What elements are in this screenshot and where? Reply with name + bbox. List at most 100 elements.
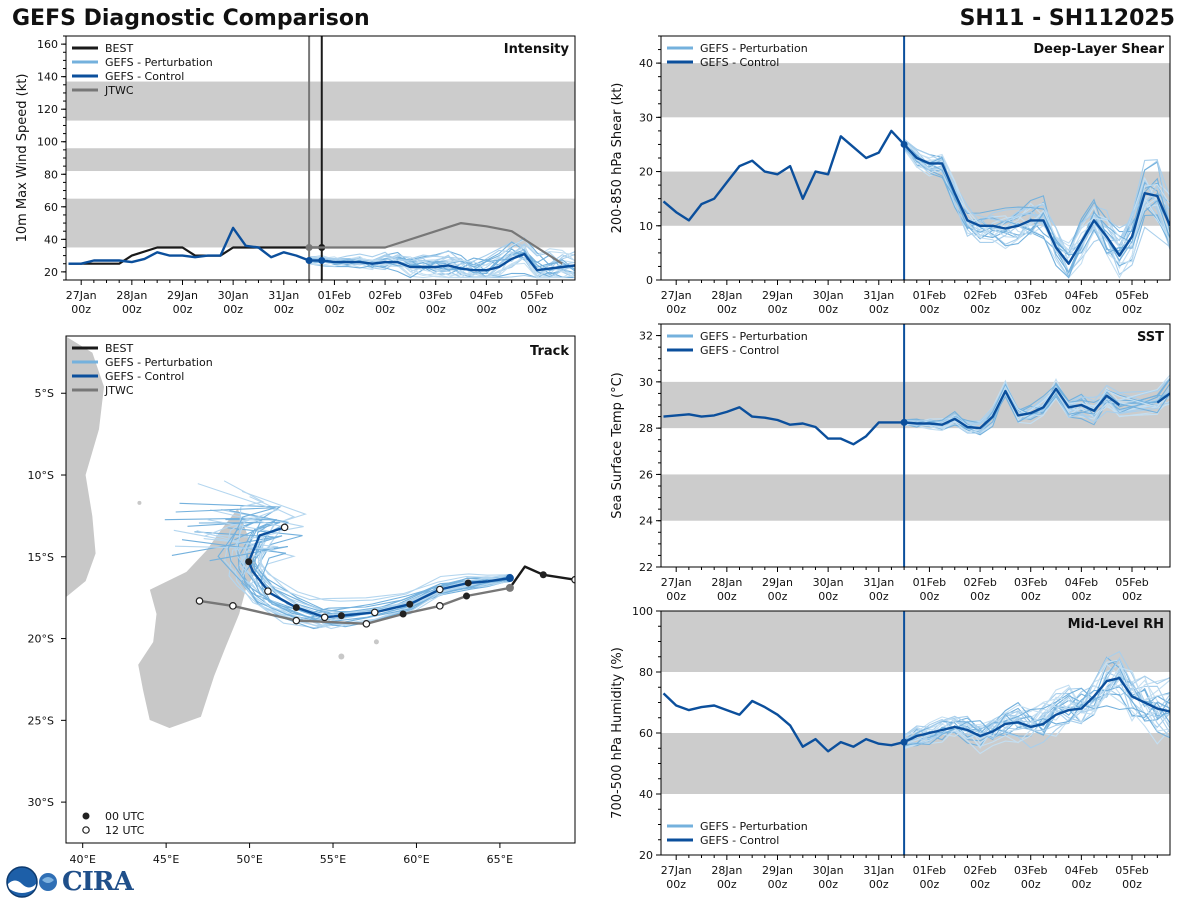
track-xtick-label: 45°E xyxy=(153,853,179,866)
sst-plot-area xyxy=(661,324,1170,567)
intensity-legend-label: BEST xyxy=(105,42,133,55)
track-00utc-marker xyxy=(337,612,345,620)
sst-panel-title: SST xyxy=(1137,330,1164,345)
africa-coast-landmass xyxy=(66,336,105,599)
legend-12utc-label: 12 UTC xyxy=(105,824,145,837)
intensity-ytick-label: 120 xyxy=(37,103,58,116)
intensity-xtick-date: 29Jan xyxy=(167,289,198,302)
shear-xtick-hour: 00z xyxy=(1071,303,1091,316)
cira-wordmark: CIRA xyxy=(62,867,134,897)
rh-plot-area xyxy=(661,611,1170,855)
rh-perturbation-line xyxy=(903,667,1170,745)
track-ytick-label: 10°S xyxy=(28,469,54,482)
shear-xtick-date: 28Jan xyxy=(711,289,742,302)
rh-xtick-hour: 00z xyxy=(818,878,838,891)
logo: CIRA xyxy=(6,866,134,898)
rh-xtick-hour: 00z xyxy=(1021,878,1041,891)
shear-xtick-date: 01Feb xyxy=(913,289,946,302)
track-frame xyxy=(65,335,576,844)
rh-ytick-label: 100 xyxy=(632,605,653,618)
rh-xtick-date: 01Feb xyxy=(913,864,946,877)
shear-xtick-hour: 00z xyxy=(818,303,838,316)
intensity-xtick-hour: 00z xyxy=(71,303,91,316)
rh-xtick-date: 31Jan xyxy=(863,864,894,877)
intensity-xtick-date: 28Jan xyxy=(116,289,147,302)
sst-perturbation-line xyxy=(903,391,1170,431)
sst-control-line xyxy=(663,387,1170,446)
sst-xtick-hour: 00z xyxy=(1071,590,1091,603)
intensity-xtick-date: 30Jan xyxy=(218,289,249,302)
intensity-control-line xyxy=(68,226,575,272)
intensity-legend-label: GEFS - Control xyxy=(105,70,184,83)
track-ytick-label: 15°S xyxy=(28,551,54,564)
rh-xtick-hour: 00z xyxy=(869,878,889,891)
track-legend-label: GEFS - Perturbation xyxy=(105,356,213,369)
shear-xtick-hour: 00z xyxy=(869,303,889,316)
track-12utc-marker xyxy=(229,602,237,610)
intensity-xtick-hour: 00z xyxy=(325,303,345,316)
rh-ytick-label: 80 xyxy=(639,666,653,679)
storm-id-title: SH11 - SH112025 xyxy=(959,6,1175,31)
rh-xtick-hour: 00z xyxy=(1122,878,1142,891)
sst-xtick-date: 01Feb xyxy=(913,576,946,589)
sst-xtick-hour: 00z xyxy=(1122,590,1142,603)
sst-xtick-date: 05Feb xyxy=(1115,576,1148,589)
rh-xtick-date: 29Jan xyxy=(762,864,793,877)
sst-perturbation-line xyxy=(904,388,1170,425)
intensity-xtick-hour: 00z xyxy=(426,303,446,316)
shear-perturbation-line xyxy=(903,138,1170,255)
rh-perturbation-line xyxy=(903,691,1170,755)
rh-xtick-hour: 00z xyxy=(666,878,686,891)
track-xtick-label: 65°E xyxy=(487,853,513,866)
track-12utc-marker xyxy=(370,608,379,617)
sst-xtick-hour: 00z xyxy=(920,590,940,603)
track-jtwc-start-marker xyxy=(505,583,514,592)
rh-xtick-hour: 00z xyxy=(717,878,737,891)
sst-ytick-label: 32 xyxy=(639,330,653,343)
track-map-area xyxy=(66,336,575,729)
track-00utc-marker xyxy=(464,579,472,587)
shear-xtick-hour: 00z xyxy=(717,303,737,316)
track-12utc-marker xyxy=(280,523,289,532)
track-00utc-marker xyxy=(292,603,300,611)
rh-band-1 xyxy=(661,611,1170,672)
intensity-xtick-date: 02Feb xyxy=(368,289,401,302)
shear-xtick-date: 27Jan xyxy=(661,289,692,302)
track-00utc-marker xyxy=(406,600,414,608)
intensity-best-line xyxy=(68,246,322,265)
shear-band-1 xyxy=(661,63,1170,118)
sst-legend-label: GEFS - Control xyxy=(700,344,779,357)
sst-ytick-label: 24 xyxy=(639,515,653,528)
shear-xtick-date: 05Feb xyxy=(1115,289,1148,302)
sst-panel: 22242628303227Jan00z28Jan00z29Jan00z30Ja… xyxy=(610,323,1171,603)
shear-xtick-date: 03Feb xyxy=(1014,289,1047,302)
rh-legend-label: GEFS - Control xyxy=(700,834,779,847)
rh-xtick-hour: 00z xyxy=(970,878,990,891)
intensity-band-0 xyxy=(66,198,575,248)
shear-panel: 01020304027Jan00z28Jan00z29Jan00z30Jan00… xyxy=(610,35,1171,316)
rh-perturbation-line xyxy=(904,703,1170,746)
sst-xtick-date: 04Feb xyxy=(1065,576,1098,589)
shear-xtick-date: 30Jan xyxy=(813,289,844,302)
track-xtick-label: 60°E xyxy=(403,853,429,866)
sst-ytick-label: 22 xyxy=(639,561,653,574)
track-ytick-label: 20°S xyxy=(28,633,54,646)
track-12utc-marker xyxy=(264,587,272,595)
track-legend-label: GEFS - Control xyxy=(105,370,184,383)
track-xtick-label: 50°E xyxy=(236,853,262,866)
sst-xtick-hour: 00z xyxy=(818,590,838,603)
rh-xtick-date: 27Jan xyxy=(661,864,692,877)
track-12utc-marker xyxy=(436,585,444,594)
rh-panel-title: Mid-Level RH xyxy=(1068,617,1164,632)
track-best-line xyxy=(508,565,575,589)
shear-legend-label: GEFS - Perturbation xyxy=(700,42,808,55)
legend-00utc-marker xyxy=(82,812,90,820)
intensity-ytick-label: 60 xyxy=(44,201,58,214)
reunion-island xyxy=(338,653,345,660)
intensity-band-1 xyxy=(66,148,575,172)
shear-ylabel: 200-850 hPa Shear (kt) xyxy=(610,83,625,234)
intensity-ytick-label: 140 xyxy=(37,71,58,84)
track-ytick-label: 25°S xyxy=(28,714,54,727)
intensity-xtick-hour: 00z xyxy=(122,303,142,316)
track-control-line xyxy=(247,526,511,619)
